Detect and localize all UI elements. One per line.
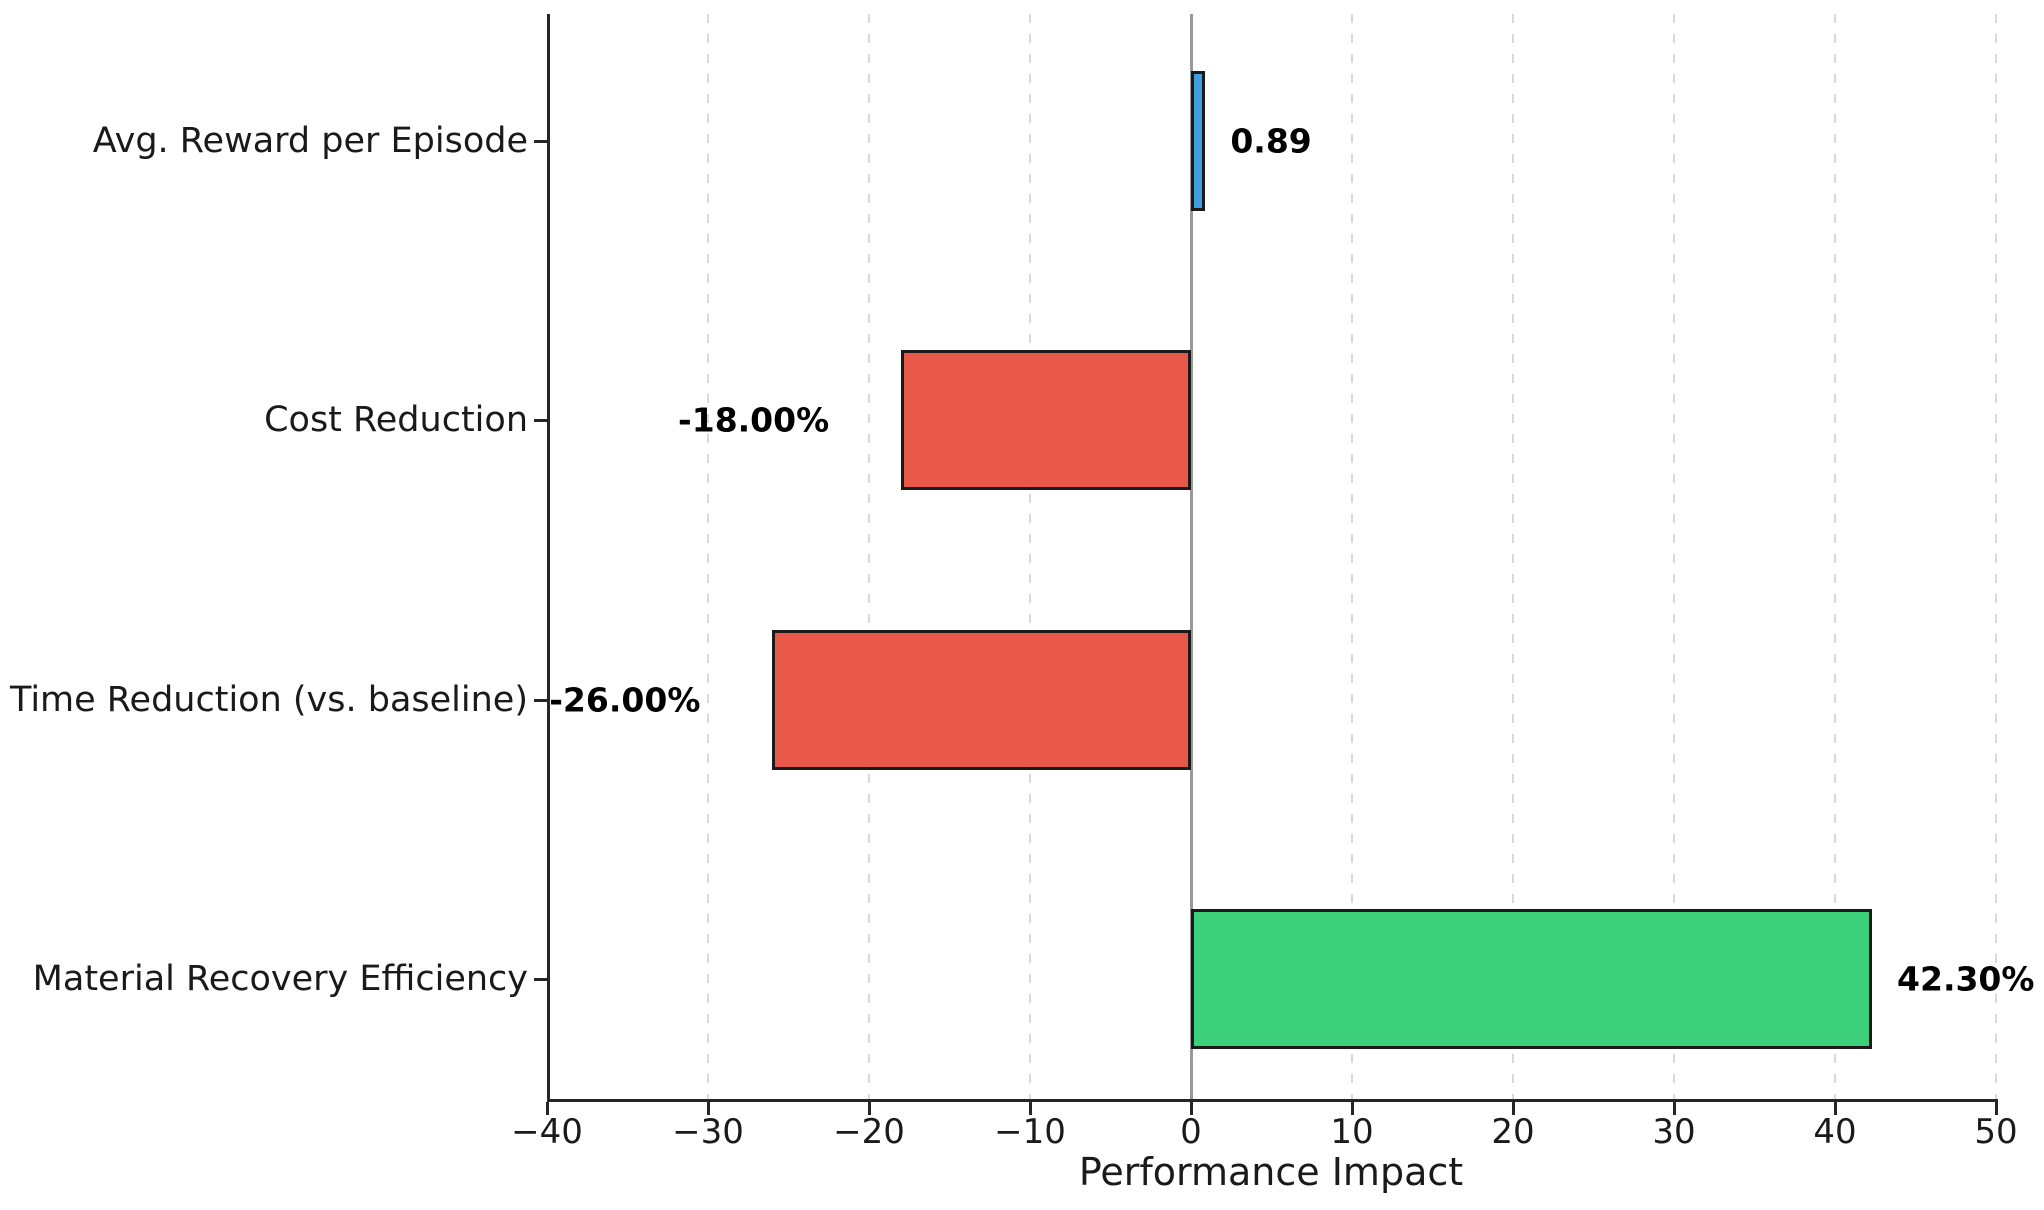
- x-tick-label--10: −10: [994, 1112, 1066, 1152]
- bar-material-recovery-efficiency: [1191, 909, 1873, 1049]
- x-tick--20: [867, 1102, 871, 1115]
- value-label-time-reduction-vs-baseline: -26.00%: [549, 680, 701, 720]
- x-tick-label--20: −20: [833, 1112, 905, 1152]
- x-tick-50: [1994, 1102, 1998, 1115]
- x-tick-30: [1672, 1102, 1676, 1115]
- x-tick-label-50: 50: [1974, 1112, 2018, 1152]
- x-tick-label--30: −30: [672, 1112, 744, 1152]
- gridline-x-20: [1512, 14, 1514, 1100]
- gridline-x-40: [1834, 14, 1836, 1100]
- y-tick-label-material-recovery-efficiency: Material Recovery Efficiency: [32, 959, 528, 999]
- x-tick--30: [706, 1102, 710, 1115]
- value-label-material-recovery-efficiency: 42.30%: [1897, 959, 2035, 999]
- x-tick-40: [1833, 1102, 1837, 1115]
- x-tick--40: [545, 1102, 549, 1115]
- y-tick-material-recovery-efficiency: [534, 977, 547, 981]
- y-axis-spine: [547, 14, 550, 1102]
- bar-time-reduction-vs-baseline: [772, 630, 1191, 770]
- gridline-x--10: [1029, 14, 1031, 1100]
- y-tick-label-avg-reward-per-episode: Avg. Reward per Episode: [92, 121, 528, 161]
- x-tick--10: [1028, 1102, 1032, 1115]
- gridline-x-30: [1673, 14, 1675, 1100]
- gridline-x--30: [707, 14, 709, 1100]
- x-tick-20: [1511, 1102, 1515, 1115]
- x-tick-10: [1350, 1102, 1354, 1115]
- value-label-avg-reward-per-episode: 0.89: [1230, 121, 1312, 161]
- x-tick-label-10: 10: [1330, 1112, 1374, 1152]
- y-tick-label-cost-reduction: Cost Reduction: [264, 400, 528, 440]
- gridline-x-50: [1995, 14, 1997, 1100]
- x-axis-title: Performance Impact: [1078, 1150, 1464, 1194]
- x-axis-line: [547, 1099, 1998, 1102]
- bar-cost-reduction: [901, 350, 1191, 490]
- y-tick-time-reduction-vs-baseline: [534, 698, 547, 702]
- value-label-cost-reduction: -18.00%: [678, 400, 830, 440]
- y-tick-label-time-reduction-vs-baseline: Time Reduction (vs. baseline): [10, 680, 528, 720]
- bar-avg-reward-per-episode: [1191, 71, 1206, 211]
- gridline-x--20: [868, 14, 870, 1100]
- zero-line: [1189, 14, 1193, 1100]
- x-tick-label-30: 30: [1652, 1112, 1696, 1152]
- gridline-x-10: [1351, 14, 1353, 1100]
- x-tick-0: [1189, 1102, 1193, 1115]
- x-tick-label--40: −40: [511, 1112, 583, 1152]
- x-tick-label-20: 20: [1491, 1112, 1535, 1152]
- y-tick-avg-reward-per-episode: [534, 139, 547, 143]
- x-tick-label-40: 40: [1813, 1112, 1857, 1152]
- y-tick-cost-reduction: [534, 418, 547, 422]
- x-tick-label-0: 0: [1180, 1112, 1202, 1152]
